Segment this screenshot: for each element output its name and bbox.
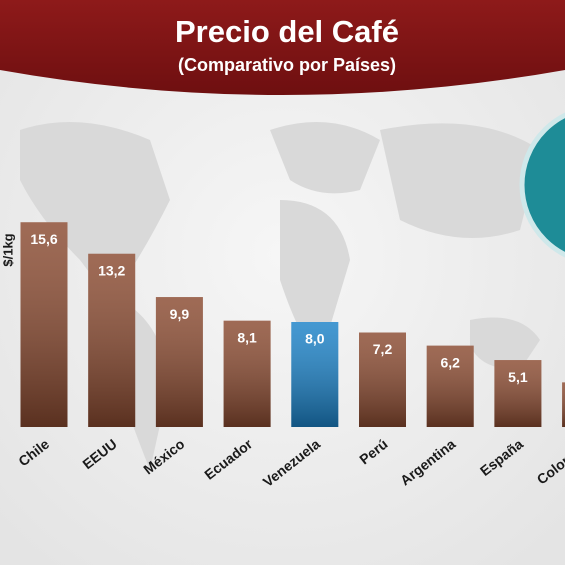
header-band xyxy=(0,0,565,95)
value-label: 8,1 xyxy=(237,329,257,345)
bar xyxy=(20,222,68,427)
chart-subtitle: (Comparativo por Países) xyxy=(178,55,396,75)
value-label: 8,0 xyxy=(305,331,325,347)
value-label: 6,2 xyxy=(440,354,460,370)
value-label: 7,2 xyxy=(373,341,393,357)
badge-circle xyxy=(519,112,565,258)
y-axis-label: $/1kg xyxy=(0,233,15,266)
chart-title: Precio del Café xyxy=(175,14,399,49)
value-label: 13,2 xyxy=(98,262,125,278)
value-label: 9,9 xyxy=(170,306,190,322)
value-label: 15,6 xyxy=(30,231,57,247)
value-label: 5,1 xyxy=(508,369,528,385)
bar xyxy=(88,253,136,427)
